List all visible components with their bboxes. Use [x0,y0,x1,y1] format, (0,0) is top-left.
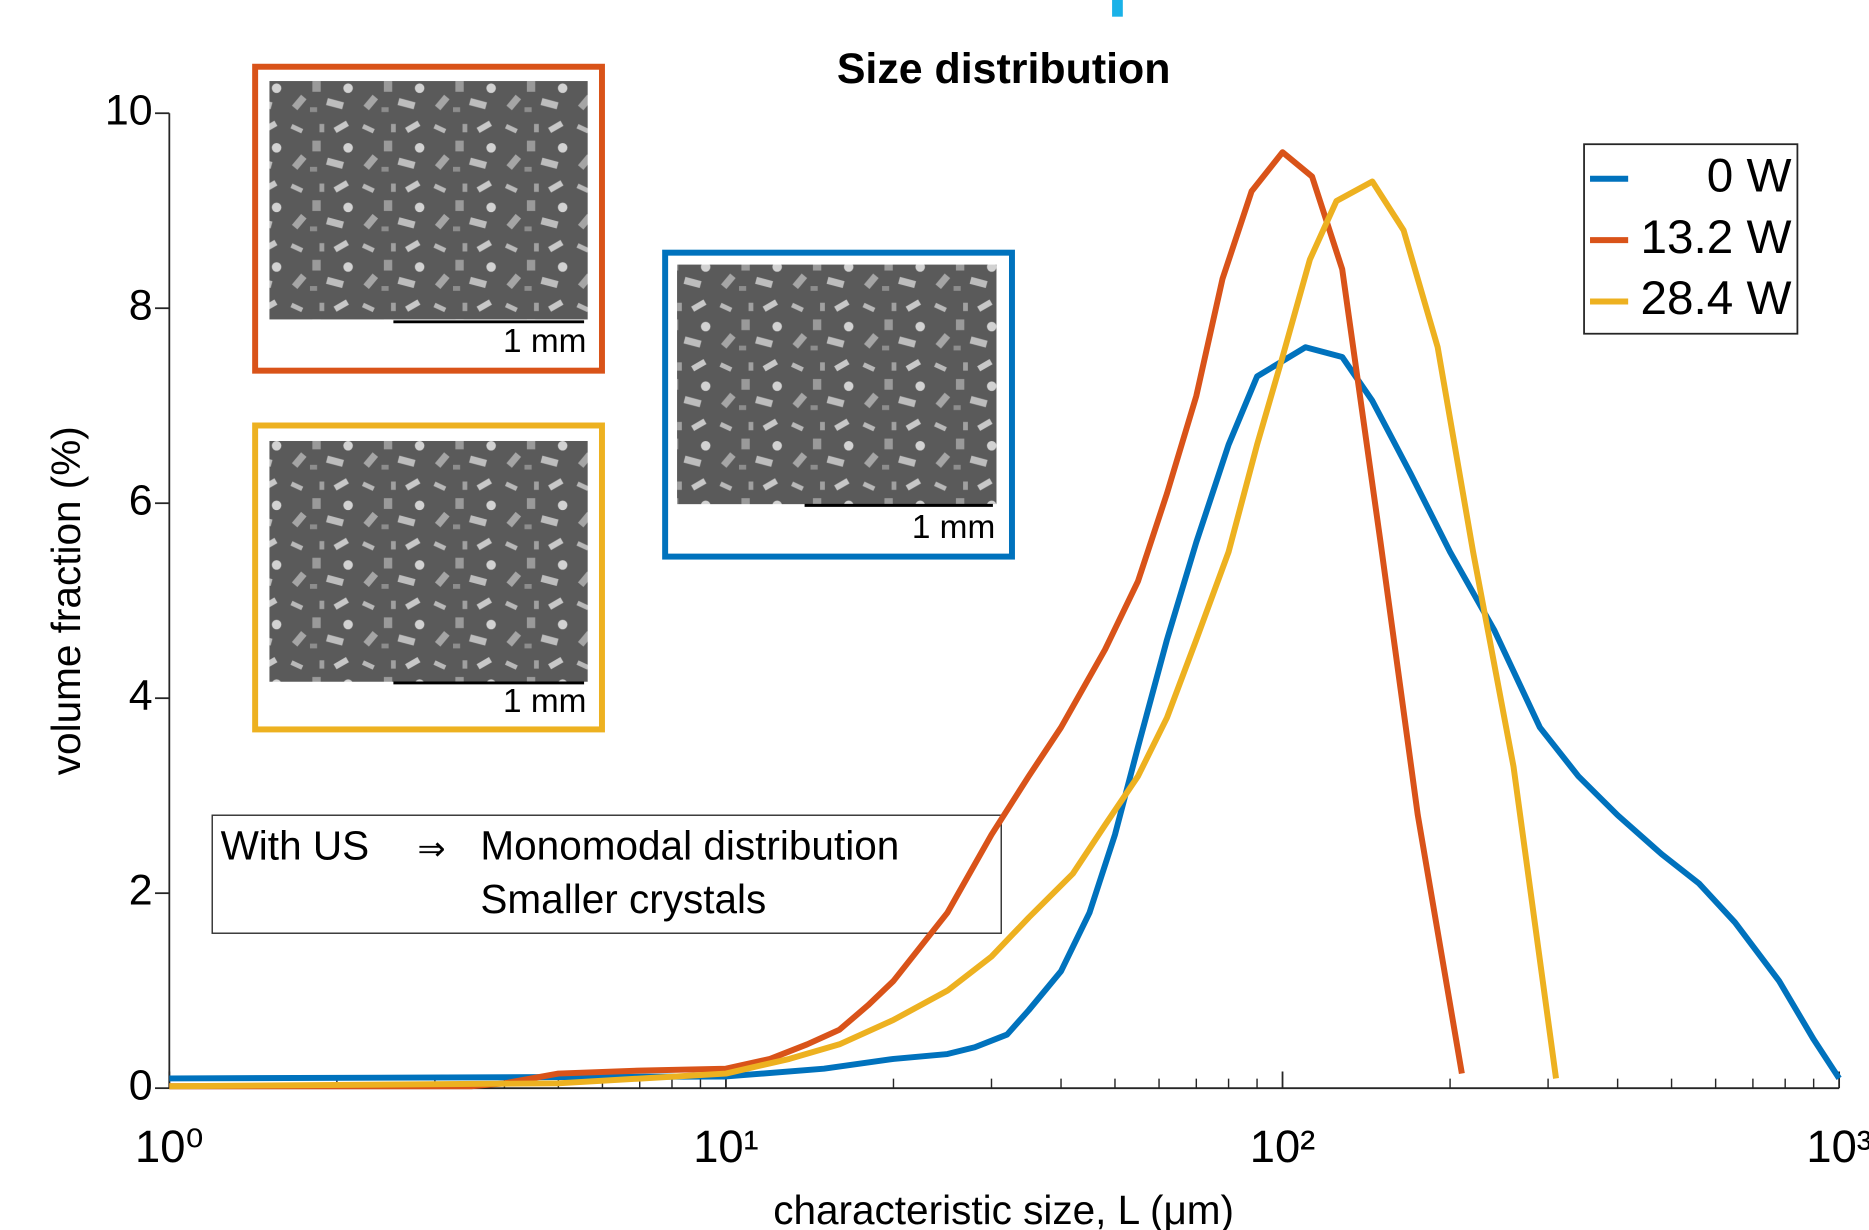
y-tick-label: 4 [129,672,153,720]
sem-image [269,81,588,320]
cut-marker [1112,0,1123,17]
legend-label: 0 W [1707,149,1792,202]
sem-image [269,440,588,682]
x-tick-label: 10¹ [693,1121,758,1172]
y-tick-label: 0 [129,1061,153,1109]
x-tick-label: 10² [1250,1121,1315,1172]
annotation-line: Smaller crystals [480,876,766,922]
sem-image [677,264,997,505]
chart-title: Size distribution [837,45,1171,93]
series-line [169,178,1559,1090]
x-tick-label: 10³ [1806,1121,1869,1172]
legend-label: 28.4 W [1640,272,1791,325]
y-tick-label: 8 [129,282,153,330]
annotation-line: Monomodal distribution [480,822,899,868]
x-axis-label: characteristic size, L (μm) [773,1187,1234,1230]
annotation-box [211,814,1002,934]
y-tick-label: 6 [129,477,153,525]
series-line [169,149,1465,1090]
scale-label: 1 mm [503,323,586,360]
series-line [169,344,1842,1082]
y-tick-label: 10 [105,87,153,135]
x-tick-label: 10⁰ [135,1121,204,1172]
annotation-lead: With US [221,822,370,868]
annotation-arrow: ⇒ [418,831,446,868]
y-tick-label: 2 [129,867,153,915]
scale-label: 1 mm [503,683,586,720]
overlay: 0 W 13.2 W 28.4 W [169,143,1842,1090]
y-axis-label: volume fraction (%) [43,426,89,775]
legend-label: 13.2 W [1640,211,1791,264]
plot-area: 0 2 4 6 8 10 10⁰ 10¹ 10² 10³ 1 mm 1 mm 1 mm With US ⇒ M… [105,63,1869,1172]
scale-label: 1 mm [912,509,995,546]
